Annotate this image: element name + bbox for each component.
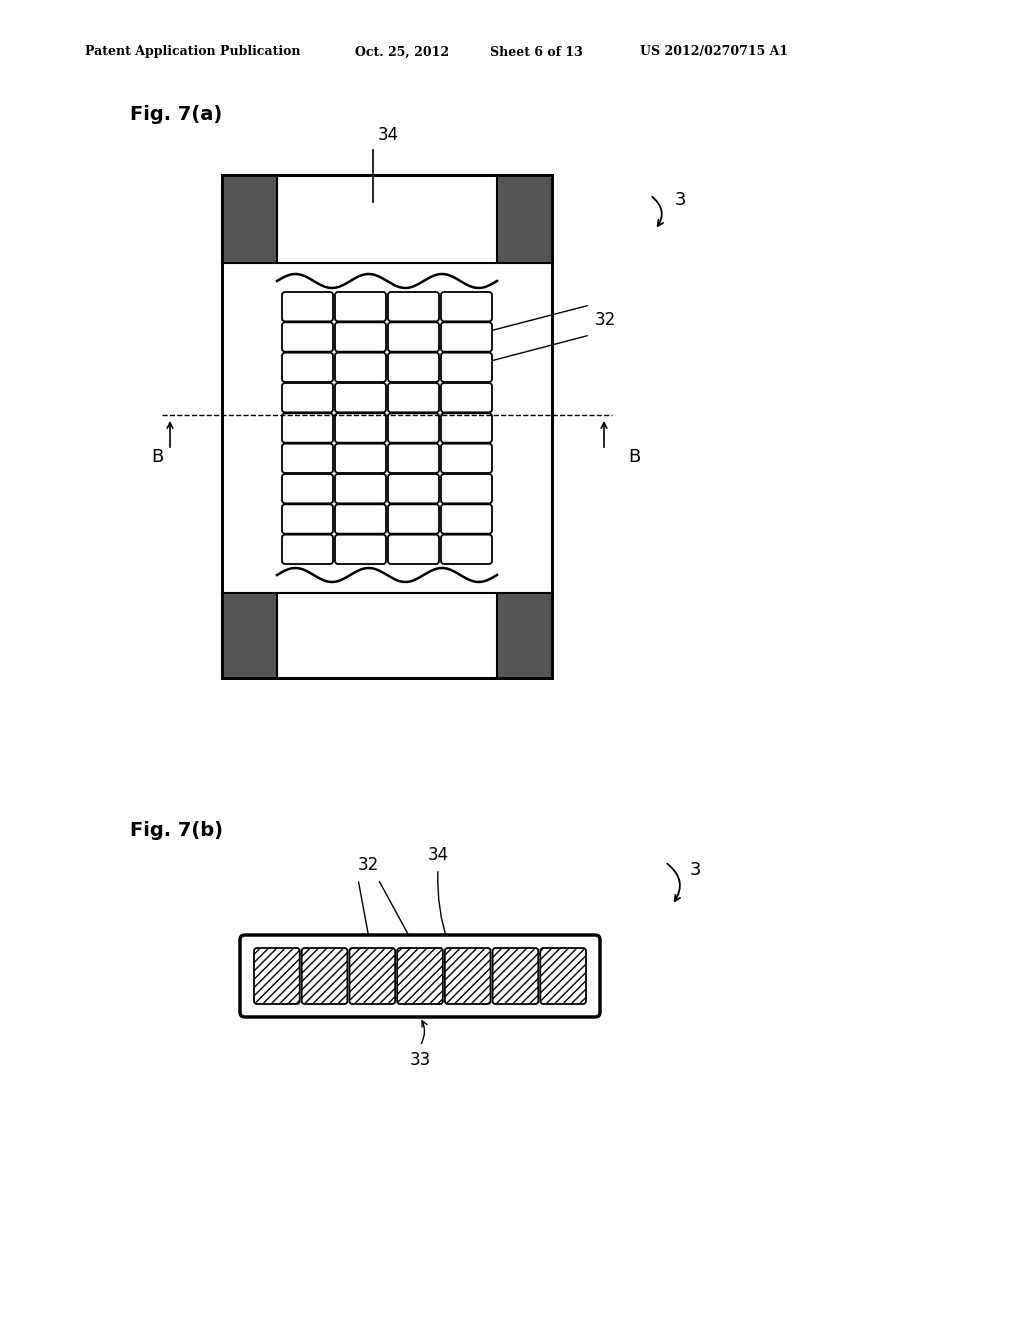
Text: Patent Application Publication: Patent Application Publication xyxy=(85,45,300,58)
Bar xyxy=(222,176,278,263)
Text: 32: 32 xyxy=(595,312,616,329)
FancyBboxPatch shape xyxy=(388,413,439,442)
FancyBboxPatch shape xyxy=(254,948,300,1005)
FancyBboxPatch shape xyxy=(441,292,492,321)
FancyBboxPatch shape xyxy=(388,383,439,412)
Text: Sheet 6 of 13: Sheet 6 of 13 xyxy=(490,45,583,58)
FancyBboxPatch shape xyxy=(388,474,439,503)
FancyBboxPatch shape xyxy=(335,504,386,533)
Text: Fig. 7(a): Fig. 7(a) xyxy=(130,106,222,124)
FancyBboxPatch shape xyxy=(335,352,386,381)
FancyBboxPatch shape xyxy=(441,352,492,381)
FancyBboxPatch shape xyxy=(335,474,386,503)
FancyBboxPatch shape xyxy=(541,948,586,1005)
Text: Fig. 7(b): Fig. 7(b) xyxy=(130,821,223,840)
Text: 34: 34 xyxy=(378,125,398,144)
FancyBboxPatch shape xyxy=(388,322,439,351)
Text: B: B xyxy=(628,447,640,466)
FancyBboxPatch shape xyxy=(349,948,395,1005)
FancyBboxPatch shape xyxy=(282,413,333,442)
FancyBboxPatch shape xyxy=(282,292,333,321)
FancyBboxPatch shape xyxy=(282,504,333,533)
FancyBboxPatch shape xyxy=(388,504,439,533)
Text: 34: 34 xyxy=(427,846,449,865)
FancyBboxPatch shape xyxy=(441,322,492,351)
FancyBboxPatch shape xyxy=(388,444,439,473)
Bar xyxy=(222,176,552,678)
FancyBboxPatch shape xyxy=(335,322,386,351)
Text: Oct. 25, 2012: Oct. 25, 2012 xyxy=(355,45,450,58)
FancyBboxPatch shape xyxy=(282,322,333,351)
Text: 32: 32 xyxy=(357,855,379,874)
FancyBboxPatch shape xyxy=(493,948,539,1005)
FancyBboxPatch shape xyxy=(282,383,333,412)
Text: 3: 3 xyxy=(674,191,686,209)
FancyBboxPatch shape xyxy=(282,352,333,381)
Text: B: B xyxy=(151,447,163,466)
FancyBboxPatch shape xyxy=(441,504,492,533)
FancyBboxPatch shape xyxy=(441,474,492,503)
Bar xyxy=(497,176,552,263)
FancyBboxPatch shape xyxy=(441,444,492,473)
Text: 33: 33 xyxy=(410,1051,431,1069)
FancyBboxPatch shape xyxy=(441,535,492,564)
Text: US 2012/0270715 A1: US 2012/0270715 A1 xyxy=(640,45,788,58)
FancyBboxPatch shape xyxy=(441,383,492,412)
FancyBboxPatch shape xyxy=(335,413,386,442)
FancyBboxPatch shape xyxy=(397,948,442,1005)
FancyBboxPatch shape xyxy=(282,444,333,473)
FancyBboxPatch shape xyxy=(444,948,490,1005)
FancyBboxPatch shape xyxy=(335,444,386,473)
Bar xyxy=(222,593,278,678)
FancyBboxPatch shape xyxy=(282,535,333,564)
FancyBboxPatch shape xyxy=(388,292,439,321)
FancyBboxPatch shape xyxy=(335,383,386,412)
FancyBboxPatch shape xyxy=(388,352,439,381)
FancyBboxPatch shape xyxy=(441,413,492,442)
Text: 3: 3 xyxy=(689,861,700,879)
Bar xyxy=(497,593,552,678)
Bar xyxy=(222,176,552,678)
FancyBboxPatch shape xyxy=(388,535,439,564)
FancyBboxPatch shape xyxy=(335,535,386,564)
FancyBboxPatch shape xyxy=(282,474,333,503)
FancyBboxPatch shape xyxy=(240,935,600,1016)
FancyBboxPatch shape xyxy=(335,292,386,321)
FancyBboxPatch shape xyxy=(302,948,347,1005)
